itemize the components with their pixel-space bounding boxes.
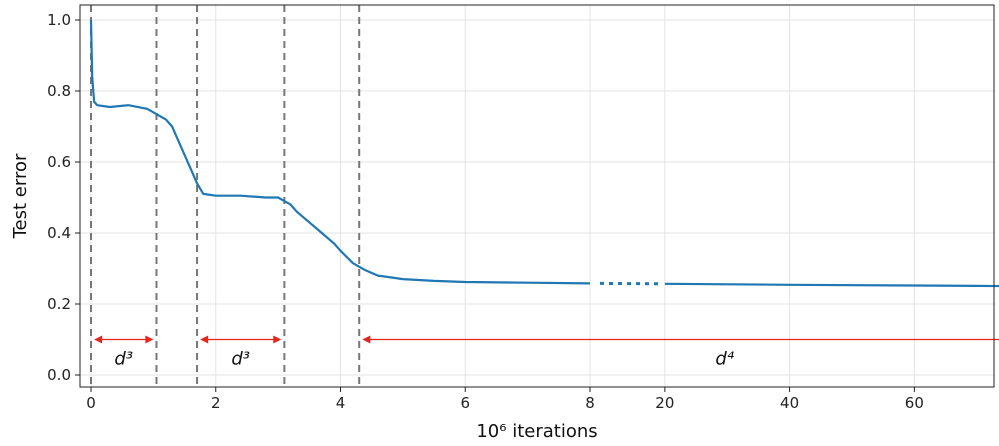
y-tick-label: 0.8 — [47, 82, 71, 100]
plot-frame — [79, 4, 995, 388]
y-tick-label: 0.0 — [47, 366, 71, 384]
y-tick-label: 0.4 — [47, 224, 71, 242]
span-annotation: d³ — [200, 335, 282, 370]
series-line-left — [89, 19, 591, 285]
annotations: d³ d³ d⁴ — [94, 335, 999, 370]
series — [89, 19, 999, 288]
x-tick-label: 6 — [460, 394, 470, 412]
span-label: d³ — [114, 349, 133, 370]
x-axis-label: 10⁶ iterations — [476, 421, 597, 442]
x-tick-label: 4 — [336, 394, 346, 412]
arrowhead-left — [94, 335, 103, 344]
x-tick-label: 2 — [211, 394, 221, 412]
span-label: d⁴ — [715, 349, 734, 370]
arrowhead-right — [145, 335, 154, 344]
span-label: d³ — [231, 349, 250, 370]
y-tick-label: 1.0 — [47, 11, 71, 29]
y-tick-label: 0.6 — [47, 153, 71, 171]
y-axis-label: Test error — [10, 153, 31, 239]
ticks: 02468204060801000.00.20.40.60.81.0 — [47, 11, 924, 412]
span-annotation: d³ — [94, 335, 154, 370]
x-tick-label: 20 — [655, 394, 674, 412]
arrowhead-right — [273, 335, 282, 344]
x-tick-label: 60 — [905, 394, 924, 412]
arrowhead-left — [362, 335, 371, 344]
arrowhead-left — [200, 335, 209, 344]
grid — [80, 5, 994, 387]
span-annotation: d⁴ — [362, 335, 999, 370]
x-tick-label: 8 — [585, 394, 595, 412]
x-tick-label: 0 — [86, 394, 96, 412]
series-line-right — [664, 282, 999, 288]
y-tick-label: 0.2 — [47, 295, 71, 313]
x-tick-label: 40 — [780, 394, 799, 412]
